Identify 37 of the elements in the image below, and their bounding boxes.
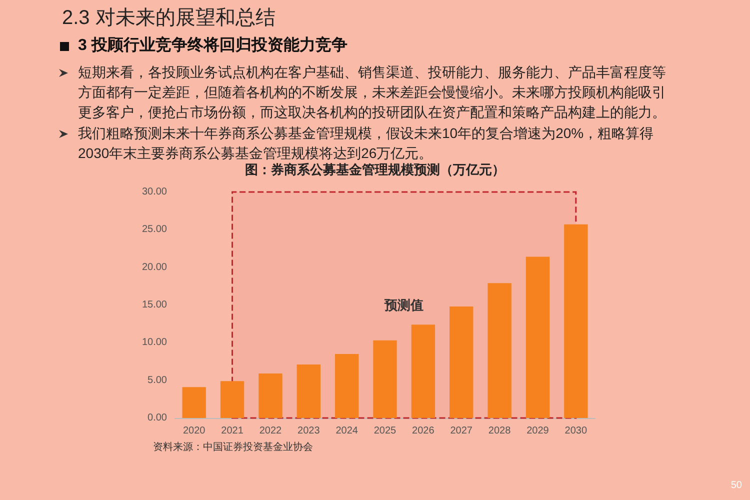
y-tick-label: 30.00 (142, 186, 168, 198)
text: 资料来源：中国证券投资基金业协会 (153, 440, 313, 454)
bar (411, 324, 436, 418)
x-tick-label: 2023 (298, 426, 320, 436)
x-tick-label: 2029 (526, 426, 550, 436)
text: 50 (730, 480, 742, 491)
x-tick-label: 2028 (488, 426, 512, 436)
x-tick-label: 2022 (259, 426, 282, 436)
y-tick-label: 15.00 (142, 300, 168, 310)
x-tick-label: 2026 (412, 426, 435, 436)
bar (220, 381, 244, 418)
chart-subtitle: 3 投顾行业竞争终将回归投资能力竞争 (78, 35, 348, 56)
bar (564, 224, 588, 418)
bar (526, 256, 550, 418)
y-tick-label: 25.00 (142, 224, 168, 236)
x-tick-label: 2027 (450, 426, 473, 436)
bar (334, 354, 359, 418)
x-tick-label: 2020 (182, 426, 206, 436)
bar (258, 374, 282, 418)
x-tick-label: 2024 (336, 426, 358, 436)
text: 短期来看，各投顾业务试点机构在客户基础、销售渠道、投研能力、服务能力、产品丰富程度等方面都有一定差距，但随着各机构的不断发展，未来差距会慢慢缩小。未来哪方投顾机构能吸引更多客户，便抢占市场份额，而这取决各机构的投研团队在资产配置和策略产品构建上的能力。 (78, 63, 667, 122)
y-tick-label: 10.00 (142, 337, 168, 348)
bar (182, 387, 206, 418)
text: 我们粗略预测未来十年券商系公募基金管理规模，假设未来10年的复合增速为20%，粗略算得2030年末主要券商系公募基金管理规模将达到26万亿元。 (78, 124, 655, 162)
bar (296, 364, 320, 418)
y-tick-label: 0.00 (148, 412, 168, 424)
y-tick-label: 20.00 (142, 262, 168, 273)
x-tick-label: 2021 (221, 426, 244, 436)
bar (450, 306, 474, 418)
text: 图：券商系公募基金管理规模预测（万亿元） (244, 161, 506, 179)
x-tick-label: 2025 (374, 426, 397, 436)
y-tick-label: 5.00 (148, 374, 168, 386)
bar (488, 283, 512, 418)
chart-title: 2.3 对未来的展望和总结 (62, 6, 276, 31)
x-tick-label: 2030 (564, 426, 588, 436)
bar (373, 340, 397, 418)
band-label: 预测值 (384, 298, 424, 312)
